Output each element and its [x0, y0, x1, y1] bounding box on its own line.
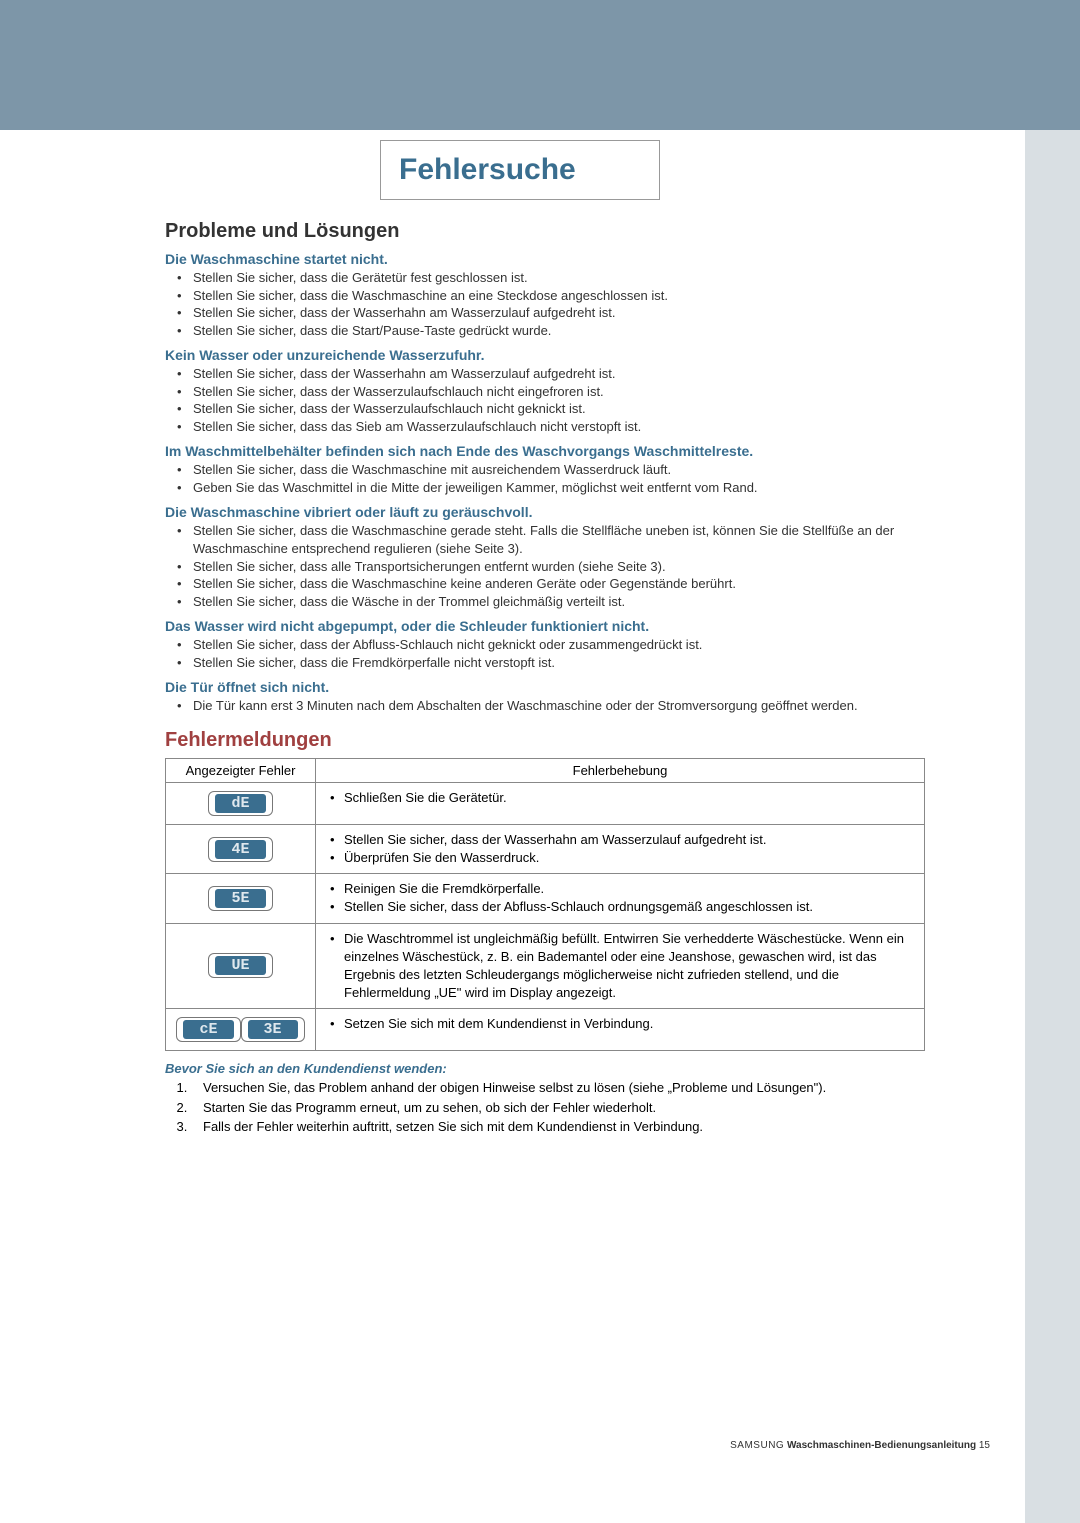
- error-code: dE: [215, 794, 265, 813]
- error-code-badge: 3E: [241, 1017, 305, 1042]
- error-code: 4E: [215, 840, 265, 859]
- before-service-step: Falls der Fehler weiterhin auftritt, set…: [191, 1117, 925, 1137]
- error-fix-item: Stellen Sie sicher, dass der Abfluss-Sch…: [344, 898, 914, 916]
- side-bar: [1025, 130, 1080, 1523]
- problem-item: Geben Sie das Waschmittel in die Mitte d…: [193, 479, 925, 497]
- problem-item: Stellen Sie sicher, dass der Wasserhahn …: [193, 304, 925, 322]
- problem-item: Die Tür kann erst 3 Minuten nach dem Abs…: [193, 697, 925, 715]
- error-col-code: Angezeigter Fehler: [166, 758, 316, 782]
- table-row: cE 3E Setzen Sie sich mit dem Kundendienst…: [166, 1009, 925, 1051]
- error-code-badge: 4E: [208, 837, 272, 862]
- problem-item: Stellen Sie sicher, dass der Wasserzulau…: [193, 400, 925, 418]
- header-bar: [0, 0, 1080, 130]
- error-fix-cell: Setzen Sie sich mit dem Kundendienst in …: [316, 1009, 925, 1051]
- before-service-step: Versuchen Sie, das Problem anhand der ob…: [191, 1078, 925, 1098]
- error-code: 5E: [215, 889, 265, 908]
- error-fix-item: Die Waschtrommel ist ungleichmäßig befül…: [344, 930, 914, 1003]
- error-fix-item: Schließen Sie die Gerätetür.: [344, 789, 914, 807]
- problem-heading: Im Waschmittelbehälter befinden sich nac…: [165, 443, 925, 459]
- error-fix-cell: Schließen Sie die Gerätetür.: [316, 782, 925, 824]
- footer-doc: Waschmaschinen-Bedienungsanleitung: [787, 1440, 976, 1451]
- error-fix-item: Setzen Sie sich mit dem Kundendienst in …: [344, 1015, 914, 1033]
- error-table: Angezeigter Fehler Fehlerbehebung dE Schl…: [165, 758, 925, 1052]
- table-row: 5E Reinigen Sie die Fremdkörperfalle.Stel…: [166, 874, 925, 923]
- problems-section: Die Waschmaschine startet nicht. Stellen …: [165, 251, 925, 715]
- problem-item: Stellen Sie sicher, dass die Fremdkörper…: [193, 654, 925, 672]
- before-service-heading: Bevor Sie sich an den Kundendienst wende…: [165, 1061, 925, 1076]
- footer-page: 15: [979, 1440, 990, 1451]
- problem-list: Stellen Sie sicher, dass der Wasserhahn …: [165, 365, 925, 435]
- error-code: 3E: [248, 1020, 298, 1039]
- problem-list: Stellen Sie sicher, dass die Gerätetür f…: [165, 269, 925, 339]
- table-row: UE Die Waschtrommel ist ungleichmäßig bef…: [166, 923, 925, 1009]
- page-title-box: Fehlersuche: [380, 140, 660, 200]
- error-fix-list: Reinigen Sie die Fremdkörperfalle.Stelle…: [326, 880, 914, 916]
- problem-heading: Die Waschmaschine vibriert oder läuft zu…: [165, 504, 925, 520]
- error-fix-item: Reinigen Sie die Fremdkörperfalle.: [344, 880, 914, 898]
- problems-heading: Probleme und Lösungen: [165, 220, 925, 243]
- problem-heading: Die Waschmaschine startet nicht.: [165, 251, 925, 267]
- error-code-badge: UE: [208, 953, 272, 978]
- error-col-fix: Fehlerbehebung: [316, 758, 925, 782]
- problem-item: Stellen Sie sicher, dass das Sieb am Was…: [193, 418, 925, 436]
- problem-item: Stellen Sie sicher, dass der Abfluss-Sch…: [193, 636, 925, 654]
- content-area: Probleme und Lösungen Die Waschmaschine …: [165, 220, 925, 1137]
- error-code-badge: 5E: [208, 886, 272, 911]
- error-fix-list: Die Waschtrommel ist ungleichmäßig befül…: [326, 930, 914, 1003]
- problem-item: Stellen Sie sicher, dass die Waschmaschi…: [193, 461, 925, 479]
- problem-list: Stellen Sie sicher, dass die Waschmaschi…: [165, 461, 925, 496]
- footer-brand: SAMSUNG: [730, 1440, 784, 1451]
- problem-item: Stellen Sie sicher, dass die Waschmaschi…: [193, 522, 925, 557]
- problem-heading: Kein Wasser oder unzureichende Wasserzuf…: [165, 347, 925, 363]
- error-code-cell: cE 3E: [166, 1009, 316, 1051]
- error-fix-item: Überprüfen Sie den Wasserdruck.: [344, 849, 914, 867]
- error-fix-cell: Die Waschtrommel ist ungleichmäßig befül…: [316, 923, 925, 1009]
- error-fix-list: Setzen Sie sich mit dem Kundendienst in …: [326, 1015, 914, 1033]
- error-code: UE: [215, 956, 265, 975]
- problem-item: Stellen Sie sicher, dass die Start/Pause…: [193, 322, 925, 340]
- error-fix-item: Stellen Sie sicher, dass der Wasserhahn …: [344, 831, 914, 849]
- problem-list: Stellen Sie sicher, dass der Abfluss-Sch…: [165, 636, 925, 671]
- errors-heading: Fehlermeldungen: [165, 729, 925, 752]
- error-fix-list: Schließen Sie die Gerätetür.: [326, 789, 914, 807]
- error-code-cell: UE: [166, 923, 316, 1009]
- table-row: 4E Stellen Sie sicher, dass der Wasserhah…: [166, 824, 925, 873]
- error-code-cell: 4E: [166, 824, 316, 873]
- problem-item: Stellen Sie sicher, dass die Gerätetür f…: [193, 269, 925, 287]
- error-code-badge: cE: [176, 1017, 240, 1042]
- problem-item: Stellen Sie sicher, dass die Waschmaschi…: [193, 575, 925, 593]
- problem-list: Die Tür kann erst 3 Minuten nach dem Abs…: [165, 697, 925, 715]
- table-row: dE Schließen Sie die Gerätetür.: [166, 782, 925, 824]
- page-title: Fehlersuche: [399, 153, 576, 187]
- error-code-cell: 5E: [166, 874, 316, 923]
- error-code-cell: dE: [166, 782, 316, 824]
- problem-item: Stellen Sie sicher, dass die Waschmaschi…: [193, 287, 925, 305]
- error-fix-cell: Stellen Sie sicher, dass der Wasserhahn …: [316, 824, 925, 873]
- problem-item: Stellen Sie sicher, dass der Wasserzulau…: [193, 383, 925, 401]
- problem-item: Stellen Sie sicher, dass die Wäsche in d…: [193, 593, 925, 611]
- error-fix-cell: Reinigen Sie die Fremdkörperfalle.Stelle…: [316, 874, 925, 923]
- error-code: cE: [183, 1020, 233, 1039]
- problem-heading: Die Tür öffnet sich nicht.: [165, 679, 925, 695]
- before-service-steps: Versuchen Sie, das Problem anhand der ob…: [165, 1078, 925, 1137]
- before-service-step: Starten Sie das Programm erneut, um zu s…: [191, 1098, 925, 1118]
- problem-heading: Das Wasser wird nicht abgepumpt, oder di…: [165, 618, 925, 634]
- page-footer: SAMSUNG Waschmaschinen-Bedienungsanleitu…: [730, 1440, 990, 1451]
- problem-item: Stellen Sie sicher, dass alle Transports…: [193, 558, 925, 576]
- error-fix-list: Stellen Sie sicher, dass der Wasserhahn …: [326, 831, 914, 867]
- problem-list: Stellen Sie sicher, dass die Waschmaschi…: [165, 522, 925, 610]
- problem-item: Stellen Sie sicher, dass der Wasserhahn …: [193, 365, 925, 383]
- error-code-badge: dE: [208, 791, 272, 816]
